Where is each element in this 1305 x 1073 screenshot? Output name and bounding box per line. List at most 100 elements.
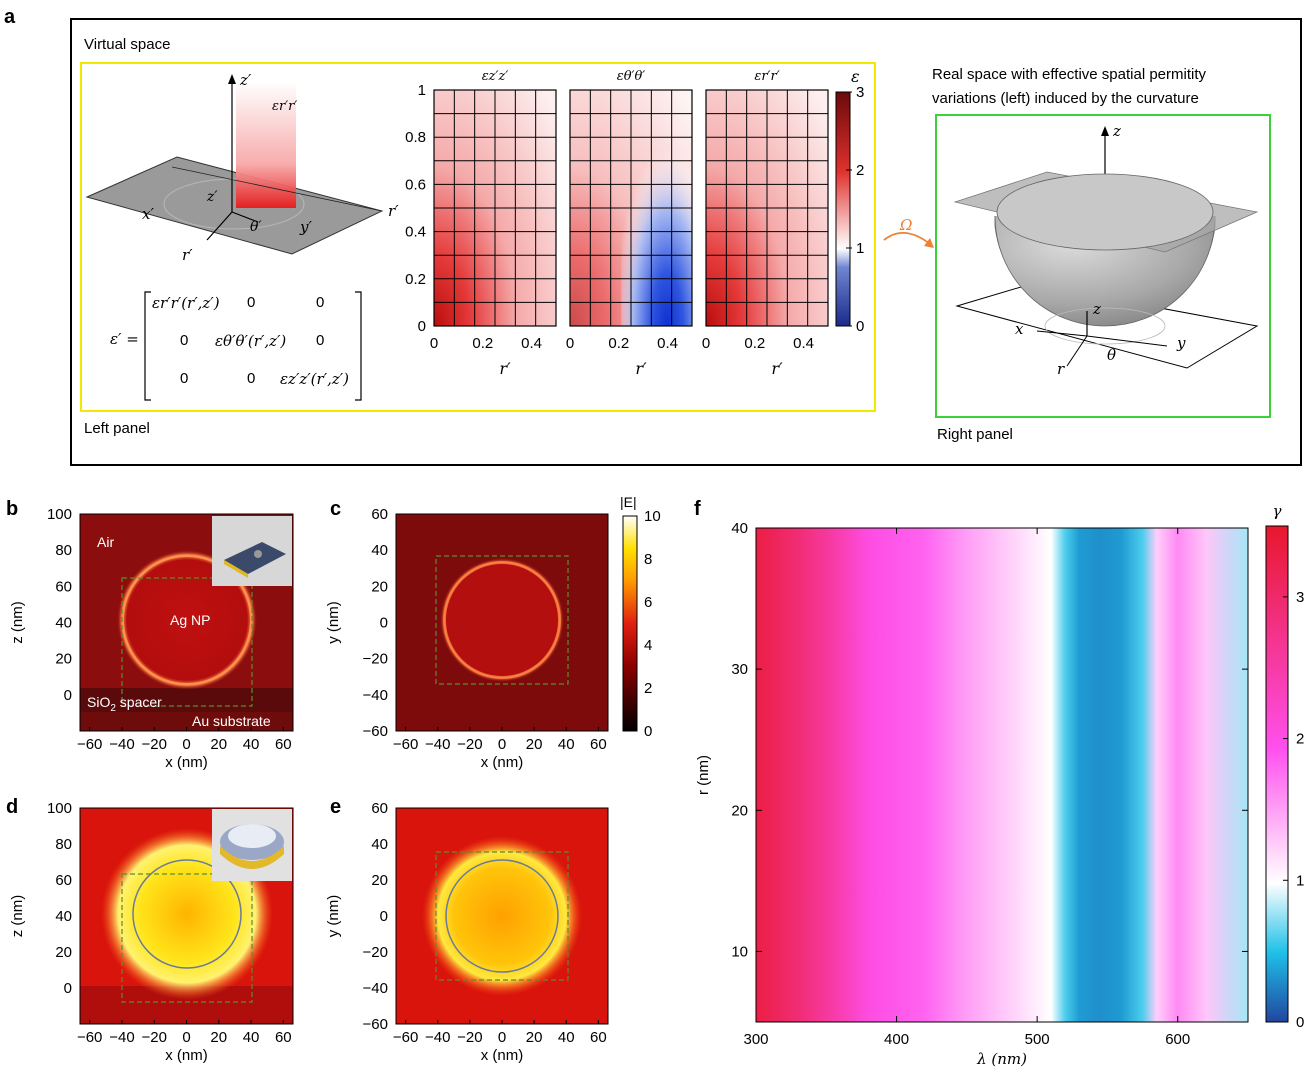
field-ytick: 60 [55, 578, 72, 595]
left-panel-frame [80, 62, 876, 412]
field-colorbar-tick: 0 [644, 723, 652, 740]
eps-heatmap-title-2: εr′r′ [754, 69, 779, 84]
tensor-r3c1: 0 [180, 370, 189, 387]
gamma-ytick: 30 [731, 661, 748, 678]
eps-colorbar [835, 91, 851, 327]
field-xtick: 20 [210, 1029, 227, 1046]
tensor-r2c2: εθ′θ′(r′,z′) [215, 332, 287, 350]
label-air: Air [97, 534, 115, 550]
field-xtick: 0 [498, 736, 506, 753]
label-eps-plane: εr′r′ [272, 99, 297, 114]
label-r-real: r [1057, 360, 1065, 378]
field-xtick: 20 [526, 1029, 543, 1046]
tensor-r1c3: 0 [316, 294, 325, 311]
gamma-ytick: 10 [731, 943, 748, 960]
field-ytick: 20 [55, 651, 72, 668]
field-xlabel: x (nm) [481, 754, 524, 771]
field-xtick: −60 [77, 1029, 102, 1046]
real-space-title-line2: variations (left) induced by the curvatu… [932, 90, 1199, 107]
panel-label-b: b [6, 498, 19, 520]
gamma-frame [755, 527, 1249, 1023]
field-xlabel: x (nm) [165, 1047, 208, 1064]
right-panel-label: Right panel [937, 426, 1013, 443]
label-ag-np: Ag NP [170, 612, 211, 628]
omega-arrow: Ω [883, 218, 934, 248]
label-r-edge: r′ [388, 202, 399, 220]
field-ytick: 40 [55, 908, 72, 925]
tensor-brackets [144, 291, 362, 401]
field-xtick: −60 [393, 736, 418, 753]
field-ytick: 0 [380, 908, 388, 925]
field-ytick: 60 [55, 872, 72, 889]
field-ytick: −20 [363, 944, 388, 961]
virtual-space-sketch: z′ εr′r′ z′ x′ y′ θ′ r′ r′ [85, 71, 399, 264]
gamma-xtick: 600 [1165, 1031, 1190, 1048]
field-xtick: −40 [109, 736, 134, 753]
tensor-r2c1: 0 [180, 332, 189, 349]
eps-colorbar-tick: 3 [856, 84, 864, 101]
field-ytick: −60 [363, 1016, 388, 1033]
real-space-sketch: z z x y θ r [953, 122, 1259, 378]
label-z-small: z′ [206, 189, 218, 205]
field-colorbar-tick: 4 [644, 637, 652, 654]
field-xtick: −20 [457, 736, 482, 753]
eps-heatmap-group: εz′z′ r′ 0 0.2 0.4 εθ′θ′ r′ 0 0.2 0.4 εr′r′ r′ 0 0.2 0… [405, 69, 864, 378]
label-z-real: z [1092, 300, 1101, 318]
eps-xtick: 0.4 [657, 335, 678, 352]
field-xlabel: x (nm) [481, 1047, 524, 1064]
eps-ytick: 0.2 [405, 271, 426, 288]
field-xtick: −40 [425, 1029, 450, 1046]
field-ytick: 60 [371, 506, 388, 523]
eps-ytick: 0.4 [405, 224, 426, 241]
field-xtick: −20 [142, 1029, 167, 1046]
permittivity-heatmaps: εz′z′ r′ 0 0.2 0.4 εθ′θ′ r′ 0 0.2 0.4 εr′r′ r′ 0 0.2 0… [405, 67, 864, 378]
virtual-space-label: Virtual space [84, 36, 171, 53]
gamma-ylabel: r (nm) [695, 755, 712, 795]
field-ytick: 80 [55, 836, 72, 853]
field-xtick: −20 [142, 736, 167, 753]
gamma-heatmap: 300 400 500 600 10 20 30 40 λ (nm) r (nm) γ 0 1 2 3 [695, 502, 1304, 1068]
field-colorbar-tick: 2 [644, 680, 652, 697]
field-ylabel: z (nm) [9, 895, 26, 938]
field-colorbar-tick: 6 [644, 594, 652, 611]
panel-label-a: a [4, 6, 16, 28]
field-colorbar-title: |E| [620, 494, 637, 510]
label-x-real: x [1015, 320, 1024, 338]
eps-xtick: 0.2 [472, 335, 493, 352]
eps-xtick: 0 [430, 335, 438, 352]
gamma-heatmap-area [756, 528, 1248, 1022]
field-ytick: −60 [363, 723, 388, 740]
field-map-b [80, 514, 293, 731]
field-ytick: 40 [55, 615, 72, 632]
panel-label-f: f [694, 498, 701, 520]
panel-label-c: c [330, 498, 342, 520]
field-xlabel: x (nm) [165, 754, 208, 771]
field-ytick: 0 [64, 980, 72, 997]
field-xtick: −20 [457, 1029, 482, 1046]
field-ytick: 40 [371, 542, 388, 559]
eps-ytick: 0.6 [405, 176, 426, 193]
eps-heatmap-title-0: εz′z′ [482, 69, 509, 84]
left-panel-label: Left panel [84, 420, 150, 437]
field-map-c [396, 514, 608, 731]
tensor-r1c2: 0 [247, 294, 256, 311]
tensor-r1c1: εr′r′(r′,z′) [152, 294, 220, 312]
tensor-r3c2: 0 [247, 370, 256, 387]
field-xtick: −40 [109, 1029, 134, 1046]
field-ytick: 0 [380, 615, 388, 632]
field-ylabel: y (nm) [325, 601, 342, 644]
gamma-colorbar-tick: 1 [1296, 872, 1304, 889]
eps-xtick: 0.4 [521, 335, 542, 352]
label-au-substrate: Au substrate [192, 713, 271, 729]
field-xtick: 20 [526, 736, 543, 753]
field-xtick: 0 [182, 1029, 190, 1046]
gamma-colorbar-label: γ [1273, 502, 1282, 520]
field-xtick: −60 [393, 1029, 418, 1046]
field-xtick: 20 [210, 736, 227, 753]
field-xtick: 40 [558, 1029, 575, 1046]
gamma-ytick: 20 [731, 802, 748, 819]
field-ytick: −40 [363, 687, 388, 704]
ground-circle [163, 178, 305, 230]
